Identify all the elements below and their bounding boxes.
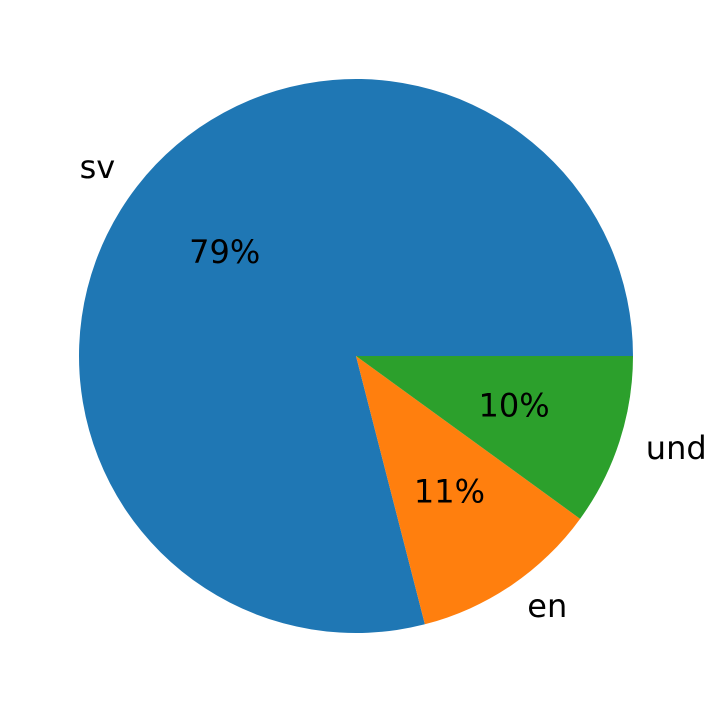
percent-label: 79% bbox=[189, 233, 260, 271]
pie-slice bbox=[78, 79, 633, 634]
slice-label: und bbox=[646, 429, 707, 467]
percent-label: 10% bbox=[479, 386, 550, 424]
pie-slice bbox=[356, 356, 581, 625]
pie-slice bbox=[356, 356, 633, 519]
slice-label: en bbox=[527, 587, 567, 625]
slice-label: sv bbox=[80, 148, 116, 186]
percent-label: 11% bbox=[414, 472, 485, 510]
